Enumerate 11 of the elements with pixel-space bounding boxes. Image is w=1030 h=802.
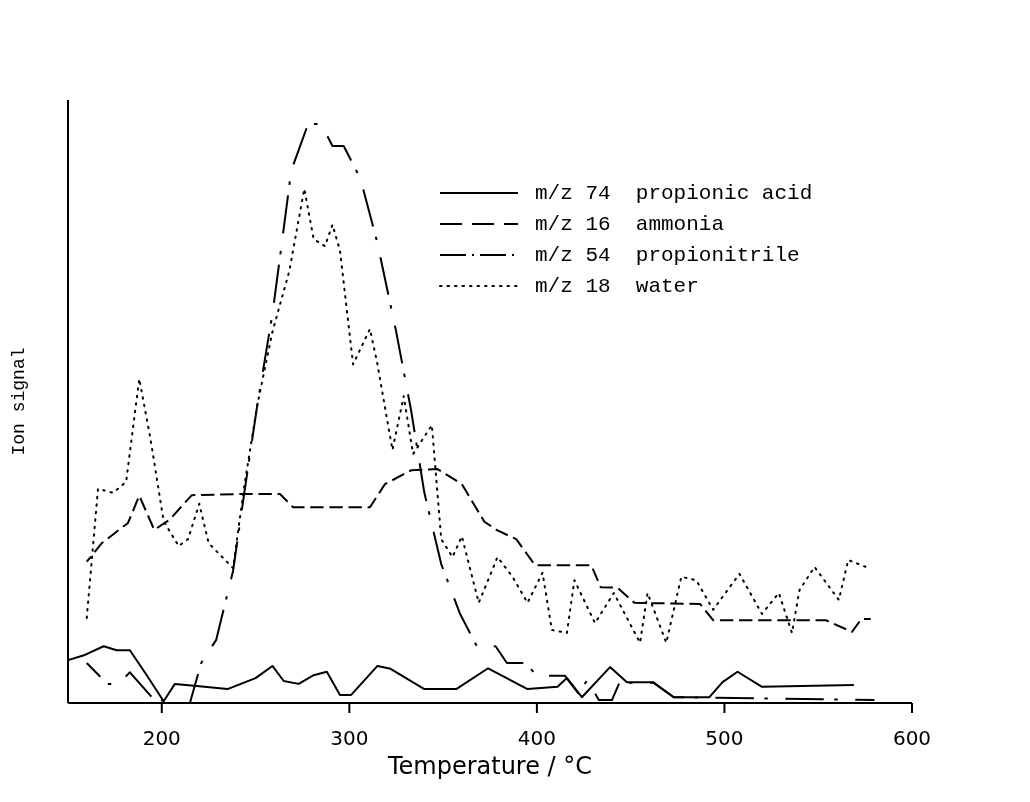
legend-label: m/z 18 water xyxy=(535,275,699,298)
x-tick-label: 200 xyxy=(142,726,181,750)
legend-label: m/z 16 ammonia xyxy=(535,213,725,236)
legend-label: m/z 74 propionic acid xyxy=(535,182,813,205)
legend-label: m/z 54 propionitrile xyxy=(535,244,800,267)
x-tick-label: 400 xyxy=(517,726,556,750)
y-axis-title: Ion signal xyxy=(9,347,29,456)
x-tick-label: 500 xyxy=(705,726,744,750)
x-axis-title: Temperature / °C xyxy=(386,752,593,780)
x-tick-label: 300 xyxy=(330,726,369,750)
x-tick-label: 600 xyxy=(892,726,932,750)
